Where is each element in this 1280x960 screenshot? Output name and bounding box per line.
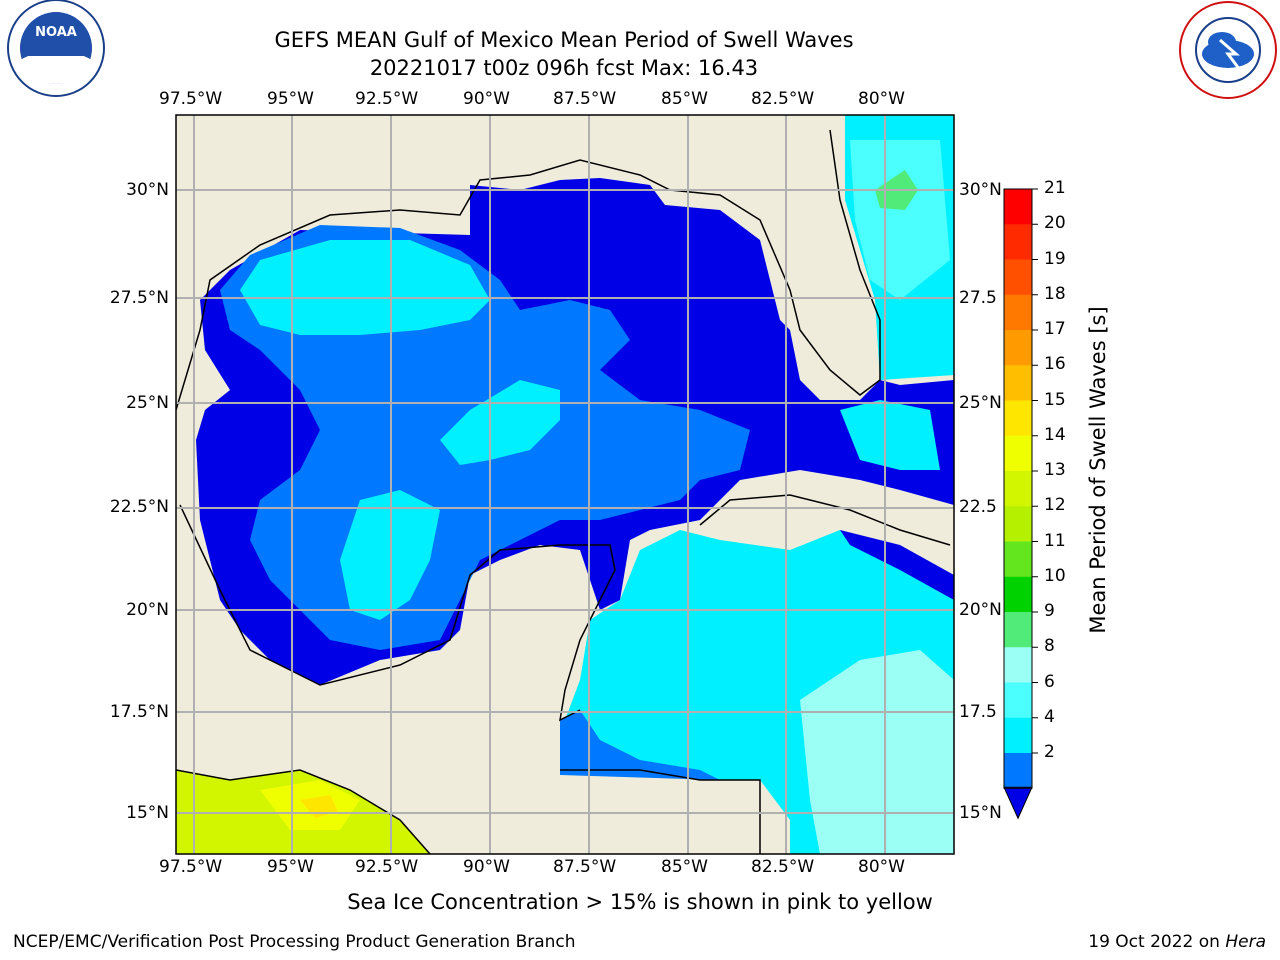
colorbar-swatch (1004, 224, 1032, 260)
colorbar-swatch (1004, 189, 1032, 225)
colorbar-swatch (1004, 541, 1032, 578)
caribbean-deep-edge (840, 530, 954, 600)
map-title: GEFS MEAN Gulf of Mexico Mean Period of … (274, 28, 854, 52)
colorbar-tick-label: 18 (1044, 283, 1066, 304)
lon-tick-bottom: 97.5°W (159, 857, 223, 877)
colorbar-swatch (1004, 294, 1032, 331)
florida-straits (840, 400, 940, 470)
footer-date-text: 19 Oct 2022 on (1088, 932, 1226, 952)
gulf-cyan-center (440, 380, 560, 465)
lat-tick-left: 15°N (126, 803, 169, 823)
colorbar-swatch (1004, 612, 1032, 648)
lon-tick-top: 90°W (463, 89, 510, 109)
lat-tick-right: 25°N (959, 393, 1002, 413)
lat-tick-right: 27.5 (959, 288, 997, 308)
colorbar-swatch (1004, 400, 1032, 437)
lat-tick-left: 20°N (126, 600, 169, 620)
colorbar-tick-label: 13 (1044, 460, 1066, 480)
colorbar (1003, 188, 1038, 820)
colorbar-swatch (1004, 647, 1032, 683)
colorbar-tick-label: 11 (1044, 530, 1066, 551)
colorbar-tick-label: 12 (1044, 495, 1066, 516)
colorbar-swatch (1004, 682, 1032, 719)
colorbar-tick-label: 9 (1044, 601, 1055, 621)
lon-tick-top: 82.5°W (751, 89, 815, 109)
colorbar-tick-label: 15 (1044, 389, 1066, 410)
colorbar-swatch (1004, 717, 1032, 754)
colorbar-swatch (1004, 471, 1032, 507)
lon-tick-bottom: 82.5°W (751, 857, 815, 877)
gulf-cyan-north (240, 240, 490, 335)
colorbar-swatch (1004, 365, 1032, 401)
lon-tick-bottom: 90°W (463, 857, 510, 877)
lat-tick-right: 20°N (959, 600, 1002, 620)
colorbar-swatch (1004, 753, 1032, 789)
lon-tick-bottom: 80°W (858, 857, 905, 877)
atlantic-light (850, 140, 950, 300)
lon-tick-top: 87.5°W (553, 89, 617, 109)
colorbar-extend-triangle (1003, 786, 1033, 820)
lon-tick-top: 92.5°W (355, 89, 419, 109)
colorbar-label: Mean Period of Swell Waves [s] (1086, 306, 1110, 634)
footer-date: 19 Oct 2022 on Hera (1088, 932, 1266, 952)
colorbar-swatch (1004, 576, 1032, 613)
lat-tick-right: 30°N (959, 180, 1002, 200)
lat-tick-right: 17.5 (959, 702, 997, 722)
colorbar-tick-label: 4 (1044, 706, 1055, 727)
colorbar-frame (1003, 188, 1033, 789)
map-subtitle: 20221017 t00z 096h fcst Max: 16.43 (369, 56, 759, 80)
colorbar-tick-label: 6 (1044, 671, 1055, 692)
footer-machine: Hera (1225, 932, 1266, 952)
lon-tick-bottom: 92.5°W (355, 857, 419, 877)
sea-ice-caption: Sea Ice Concentration > 15% is shown in … (347, 890, 933, 914)
caribbean-light (800, 650, 954, 854)
lat-tick-left: 25°N (126, 393, 169, 413)
lat-tick-left: 27.5°N (109, 288, 169, 308)
colorbar-tick-label: 17 (1044, 319, 1066, 339)
colorbar-swatch (1004, 330, 1032, 366)
footer-organization: NCEP/EMC/Verification Post Processing Pr… (13, 932, 576, 952)
colorbar-swatch (1004, 435, 1032, 472)
map-frame (175, 114, 955, 855)
colorbar-tick-label: 14 (1044, 424, 1066, 445)
cuba-coastline (699, 494, 951, 546)
lat-tick-right: 22.5 (959, 497, 997, 517)
lat-tick-left: 17.5°N (109, 702, 169, 722)
lon-tick-bottom: 85°W (661, 857, 708, 877)
colorbar-tick-label: 16 (1044, 354, 1066, 375)
lon-tick-top: 97.5°W (159, 89, 223, 109)
lon-tick-bottom: 95°W (267, 857, 314, 877)
lat-tick-left: 30°N (126, 180, 169, 200)
colorbar-tick-label: 10 (1044, 565, 1066, 586)
caribbean-blue-edge (560, 710, 720, 780)
colorbar-tick-label: 21 (1044, 178, 1066, 198)
lon-tick-top: 80°W (858, 89, 905, 109)
central-america-coastline (176, 769, 761, 854)
mexico-coastline (179, 504, 616, 722)
colorbar-tick-label: 19 (1044, 248, 1066, 269)
lat-tick-left: 22.5°N (109, 497, 169, 517)
colorbar-tick-label: 20 (1044, 213, 1066, 234)
lon-tick-bottom: 87.5°W (553, 857, 617, 877)
colorbar-swatch (1004, 506, 1032, 542)
lon-tick-top: 95°W (267, 89, 314, 109)
lat-tick-right: 15°N (959, 803, 1002, 823)
colorbar-tick-label: 2 (1044, 742, 1055, 762)
lon-tick-top: 85°W (661, 89, 708, 109)
graticule (176, 115, 954, 854)
colorbar-tick-label: 8 (1044, 636, 1055, 657)
colorbar-swatch (1004, 259, 1032, 296)
